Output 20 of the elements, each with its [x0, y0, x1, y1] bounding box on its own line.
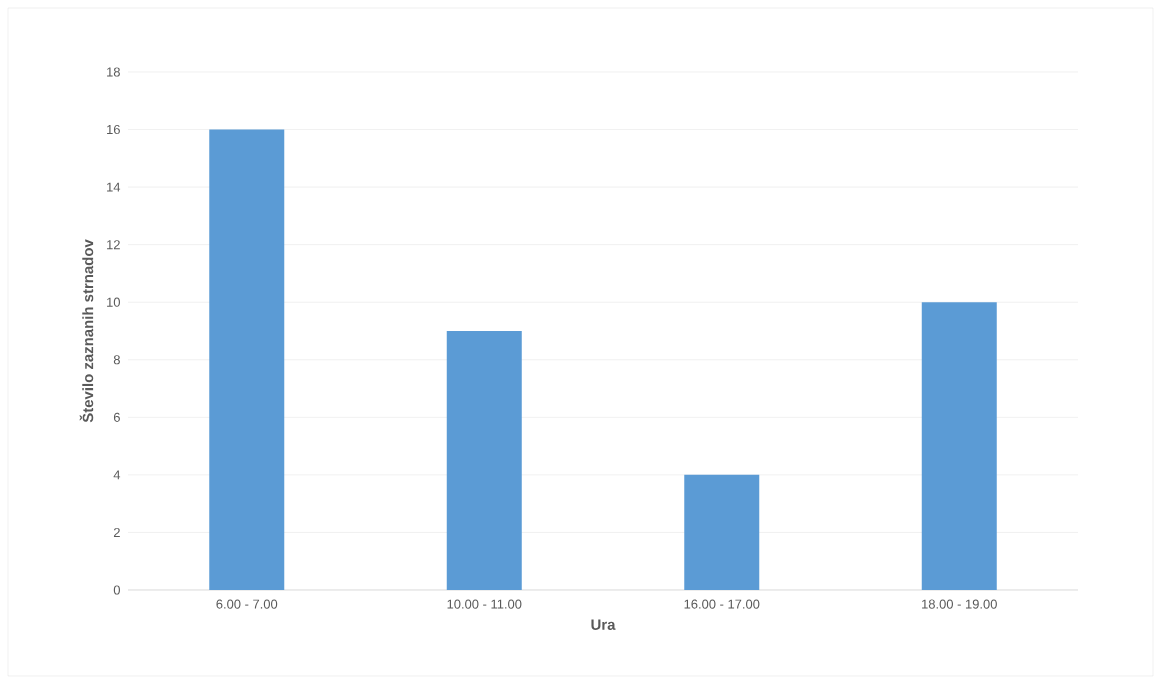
y-tick-label: 10 [107, 297, 120, 307]
x-tick-label: 6.00 - 7.00 [216, 599, 278, 609]
y-tick-label: 12 [107, 240, 120, 250]
bar [209, 129, 285, 590]
y-tick-label: 8 [113, 355, 120, 365]
y-tick-label: 2 [113, 527, 120, 537]
bar [921, 302, 997, 590]
x-tick-label: 10.00 - 11.00 [447, 599, 522, 609]
y-tick-label: 18 [107, 67, 120, 77]
y-tick-label: 4 [113, 470, 121, 480]
x-tick-label: 16.00 - 17.00 [684, 599, 760, 609]
y-tick-label: 16 [107, 124, 120, 135]
y-tick-label: 6 [113, 412, 120, 422]
y-axis-title: Število zaznanih strnadov [79, 239, 94, 423]
y-tick-label: 0 [113, 585, 120, 595]
y-tick-label: 14 [107, 182, 121, 192]
bar [684, 474, 760, 590]
bar [446, 330, 522, 590]
x-axis-title: Ura [591, 619, 616, 630]
x-tick-label: 18.00 - 19.00 [922, 599, 997, 609]
